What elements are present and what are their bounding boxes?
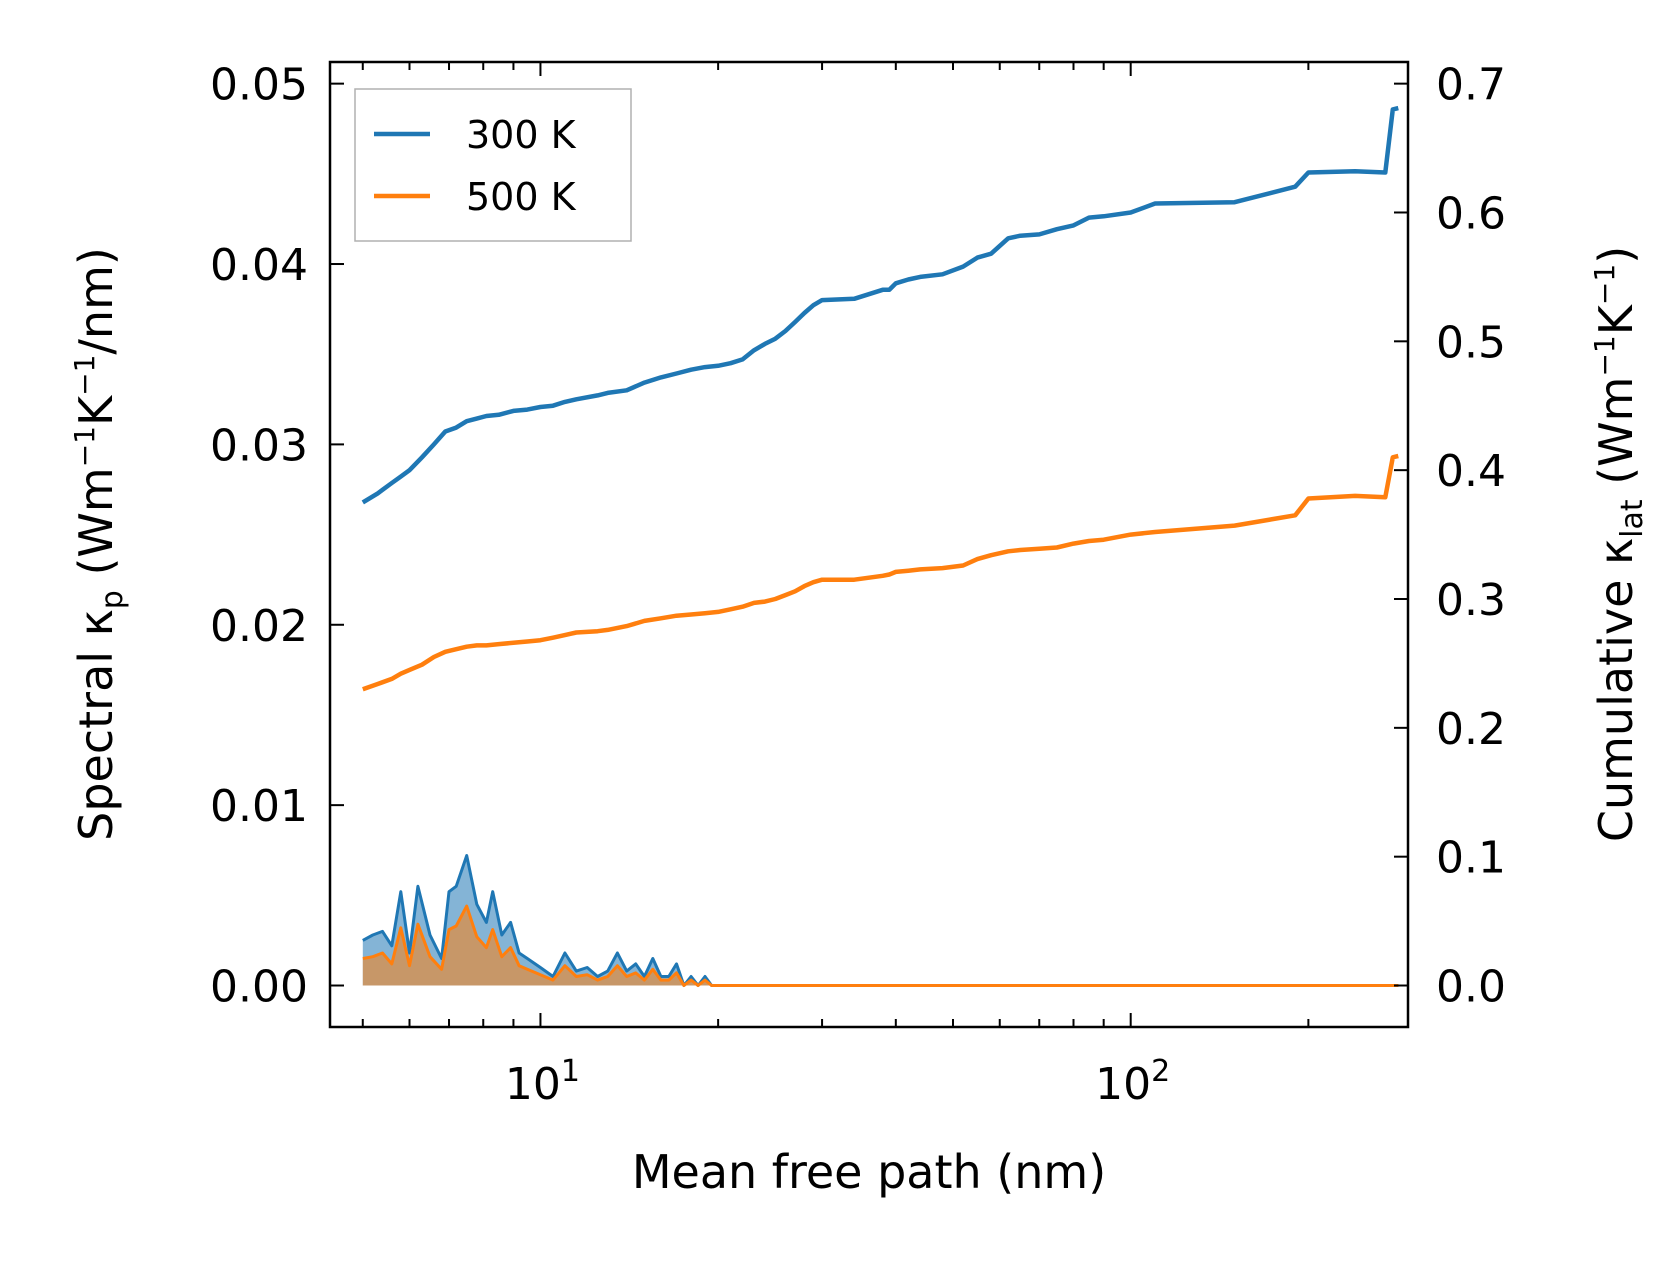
y-right-axis-title-units-open: (Wm [1589,377,1643,500]
x-tick-label-base: 10 [505,1059,561,1110]
y-right-axis-title: Cumulative κlat (Wm−1K−1) [1588,246,1650,842]
y-left-tick-label: 0.03 [210,420,308,471]
x-tick-label-exp: 2 [1151,1054,1170,1089]
legend-box [354,88,632,242]
y-left-axis-title-sup2: −1 [68,355,101,396]
y-right-axis-title-mid: K [1589,303,1643,335]
y-left-axis-title: Spectral κp (Wm−1K−1/nm) [68,247,130,841]
y-left-tick-label: 0.02 [210,601,308,652]
y-right-axis-title-prefix: Cumulative κ [1589,538,1643,842]
x-axis-title: Mean free path (nm) [632,1145,1106,1199]
right-tick-layer: 0.0 0.1 0.2 0.3 0.4 0.5 0.6 0.7 [1394,60,1506,1013]
y-right-tick-label: 0.2 [1436,704,1506,755]
y-right-axis-title-sup1: −1 [1588,335,1621,376]
x-tick-label: 101 [505,1054,580,1110]
y-right-axis-title-sub: lat [1615,499,1650,538]
x-tick-label-base: 10 [1095,1059,1151,1110]
legend-label: 500 K [466,175,577,219]
series-line-layer [361,105,1399,692]
y-left-axis-title-units-open: (Wm [69,467,123,590]
y-right-tick-label: 0.6 [1436,188,1506,239]
x-tick-layer: 101 102 [361,62,1310,1110]
y-left-tick-label: 0.04 [210,240,308,291]
y-left-axis-title-units-close: /nm) [69,247,123,354]
y-left-tick-label: 0.05 [210,60,308,111]
cumulative-line-300-k [361,105,1399,505]
y-right-tick-label: 0.5 [1436,317,1506,368]
y-left-axis-title-sup1: −1 [68,426,101,467]
x-tick-label-exp: 1 [561,1054,580,1089]
left-tick-layer: 0.00 0.01 0.02 0.03 0.04 0.05 [210,60,344,1013]
y-right-tick-label: 0.1 [1436,833,1506,884]
y-right-axis-title-units-close: ) [1589,246,1643,264]
axis-title-layer: Mean free path (nm)Spectral κp (Wm−1K−1/… [68,246,1650,1199]
spectral-line-500-k [362,904,1399,987]
legend-label: 300 K [466,113,577,157]
spectral-fill-500-k [362,906,1399,986]
y-right-tick-label: 0.4 [1436,446,1506,497]
spectral-fill-layer [362,854,1399,987]
y-left-axis-title-sub: p [95,590,130,609]
y-left-axis-title-prefix: Spectral κ [69,609,123,841]
cumulative-line-500-k [362,453,1399,692]
axes-layer [328,60,1410,1029]
y-right-axis-title-sup2: −1 [1588,264,1621,305]
y-left-axis-title-mid: K [69,394,123,426]
plot-frame [328,60,1410,1029]
y-right-tick-label: 0.0 [1436,962,1506,1013]
y-left-tick-label: 0.01 [210,781,308,832]
y-right-tick-label: 0.7 [1436,60,1506,111]
y-left-tick-label: 0.00 [210,962,308,1013]
y-right-tick-label: 0.3 [1436,575,1506,626]
x-tick-label: 102 [1095,1054,1170,1110]
legend: 300 K 500 K [354,88,632,242]
